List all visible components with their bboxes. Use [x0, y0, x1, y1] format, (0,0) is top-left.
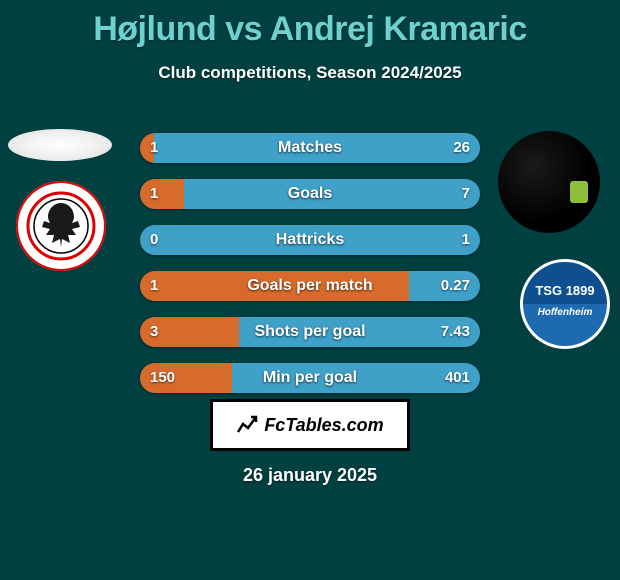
right-value: 0.27 — [431, 271, 480, 301]
eagle-icon — [26, 191, 96, 261]
left-value: 1 — [140, 179, 168, 209]
right-segment — [154, 133, 480, 163]
metric-row: 10.27Goals per match — [140, 271, 480, 301]
metric-row: 126Matches — [140, 133, 480, 163]
metric-row: 01Hattricks — [140, 225, 480, 255]
right-value: 7 — [452, 179, 480, 209]
right-value: 26 — [443, 133, 480, 163]
chart-icon — [236, 414, 258, 436]
left-value: 150 — [140, 363, 185, 393]
comparison-subtitle: Club competitions, Season 2024/2025 — [0, 63, 620, 83]
comparison-bars: 126Matches17Goals01Hattricks10.27Goals p… — [140, 133, 480, 409]
comparison-title: Højlund vs Andrej Kramaric — [0, 0, 620, 49]
hoffenheim-icon: TSG 1899 Hoffenheim — [520, 259, 610, 349]
snapshot-date: 26 january 2025 — [0, 465, 620, 486]
left-segment — [140, 271, 409, 301]
right-value: 401 — [435, 363, 480, 393]
right-segment — [140, 225, 480, 255]
left-value: 0 — [140, 225, 168, 255]
left-value: 1 — [140, 133, 168, 163]
brand-text: FcTables.com — [264, 415, 383, 436]
left-value: 3 — [140, 317, 168, 347]
left-player-avatar — [8, 129, 112, 161]
right-club-badge: TSG 1899 Hoffenheim — [520, 259, 610, 349]
right-value: 1 — [452, 225, 480, 255]
left-club-badge — [16, 181, 106, 271]
svg-text:Hoffenheim: Hoffenheim — [538, 307, 593, 318]
right-player-avatar — [498, 131, 600, 233]
metric-row: 17Goals — [140, 179, 480, 209]
comparison-content: TSG 1899 Hoffenheim 126Matches17Goals01H… — [0, 111, 620, 391]
left-value: 1 — [140, 271, 168, 301]
right-segment — [184, 179, 480, 209]
metric-row: 150401Min per goal — [140, 363, 480, 393]
metric-row: 37.43Shots per goal — [140, 317, 480, 347]
right-value: 7.43 — [431, 317, 480, 347]
svg-text:TSG 1899: TSG 1899 — [535, 283, 594, 298]
